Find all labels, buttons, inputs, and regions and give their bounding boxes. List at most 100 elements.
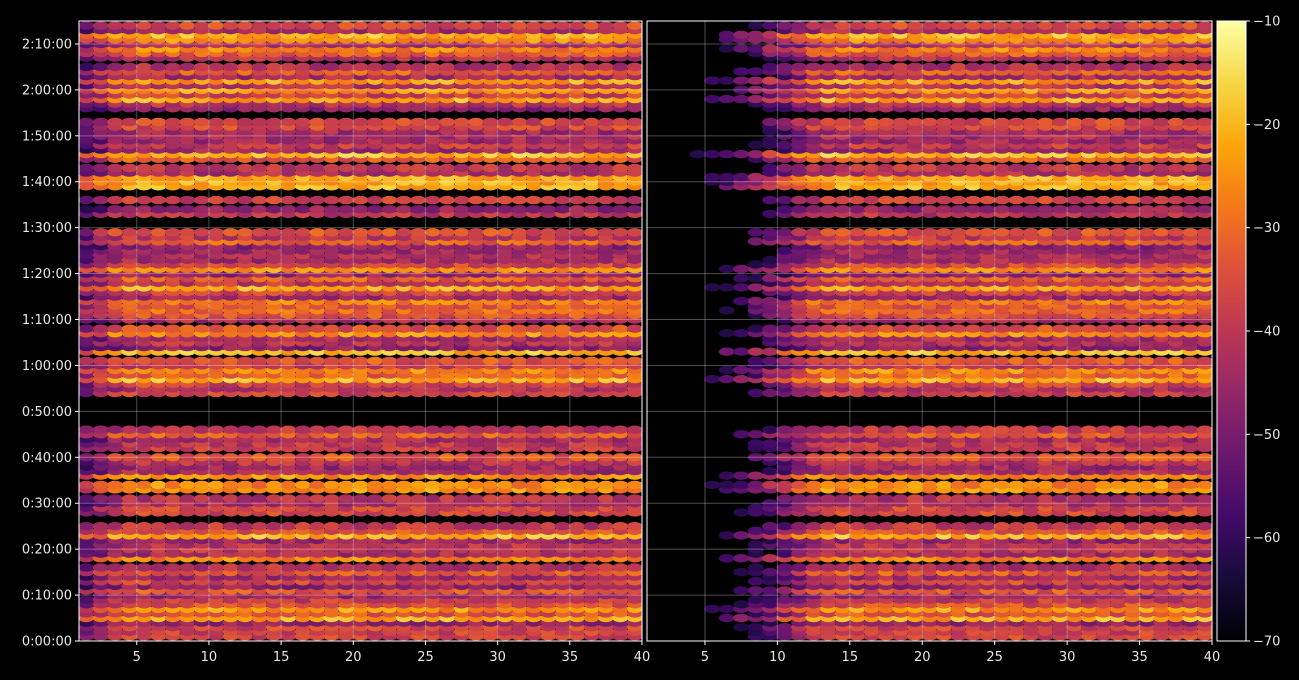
- heatmap-cell: [762, 586, 779, 595]
- heatmap-cell: [338, 480, 354, 490]
- heatmap-cell: [554, 480, 571, 490]
- heatmap-cell: [540, 425, 557, 434]
- heatmap-cell: [150, 228, 167, 237]
- heatmap-cell: [280, 117, 297, 127]
- heatmap-cell: [121, 494, 138, 503]
- heatmap-cell: [554, 163, 571, 173]
- heatmap-cell: [598, 522, 614, 531]
- heatmap-cell: [338, 205, 354, 214]
- heatmap-cell: [266, 117, 282, 127]
- heatmap-cell: [540, 163, 557, 173]
- heatmap-cell: [79, 195, 95, 205]
- heatmap-cell: [251, 494, 268, 503]
- heatmap-cell: [554, 205, 571, 214]
- heatmap-cell: [309, 356, 326, 366]
- heatmap-cell: [554, 453, 571, 462]
- heatmap-cell: [208, 522, 225, 531]
- heatmap-cell: [251, 480, 268, 490]
- heatmap-cell: [569, 62, 585, 72]
- heatmap-cell: [554, 563, 571, 572]
- heatmap-cell: [309, 522, 326, 531]
- heatmap-cell: [497, 563, 513, 572]
- heatmap-cell: [107, 205, 123, 214]
- heatmap-cell: [626, 163, 642, 173]
- heatmap-cell: [583, 494, 600, 503]
- heatmap-cell: [92, 356, 109, 366]
- heatmap-cell: [222, 205, 239, 214]
- heatmap-cell: [439, 228, 455, 237]
- heatmap-cell: [367, 425, 383, 434]
- x-tick-label: 35: [562, 650, 579, 665]
- heatmap-cell: [554, 522, 571, 531]
- heatmap-cell: [718, 604, 735, 614]
- heatmap-cell: [352, 494, 369, 503]
- heatmap-cell: [598, 480, 614, 490]
- heatmap-cell: [410, 205, 427, 214]
- heatmap-cell: [222, 425, 239, 434]
- heatmap-cell: [410, 117, 427, 127]
- x-tick-label: 5: [133, 650, 141, 665]
- heatmap-cell: [164, 324, 181, 333]
- heatmap-cell: [583, 453, 600, 462]
- heatmap-cell: [294, 480, 311, 490]
- heatmap-cell: [410, 425, 427, 434]
- heatmap-cell: [511, 563, 528, 572]
- heatmap-cell: [266, 62, 282, 72]
- heatmap-cell: [482, 563, 499, 572]
- heatmap-cell: [208, 356, 225, 366]
- heatmap-cell: [583, 356, 600, 366]
- heatmap-cell: [1008, 563, 1025, 572]
- heatmap-cell: [338, 453, 354, 462]
- heatmap-cell: [367, 563, 383, 572]
- heatmap-cell: [136, 563, 152, 572]
- heatmap-cell: [294, 324, 311, 333]
- heatmap-cell: [497, 480, 513, 490]
- heatmap-cell: [92, 453, 109, 462]
- heatmap-cell: [439, 425, 455, 434]
- heatmap-cell: [598, 205, 614, 214]
- heatmap-cell: [367, 356, 383, 366]
- heatmap-cell: [179, 205, 196, 214]
- heatmap-cell: [612, 228, 629, 237]
- heatmap-cell: [525, 425, 542, 434]
- heatmap-cell: [1022, 563, 1039, 572]
- heatmap-cell: [468, 453, 484, 462]
- heatmap-cell: [251, 522, 268, 531]
- heatmap-cell: [482, 494, 499, 503]
- heatmap-cell: [612, 117, 629, 127]
- heatmap-cell: [381, 62, 398, 72]
- heatmap-cell: [762, 567, 779, 577]
- heatmap-cell: [381, 356, 398, 366]
- heatmap-cell: [626, 21, 642, 30]
- heatmap-cell: [424, 480, 441, 490]
- heatmap-cell: [323, 195, 340, 205]
- heatmap-cell: [381, 228, 398, 237]
- heatmap-cell: [626, 480, 642, 490]
- heatmap-cell: [626, 356, 642, 366]
- heatmap-cell: [718, 531, 735, 540]
- heatmap-cell: [121, 453, 138, 462]
- heatmap-cell: [569, 163, 585, 173]
- heatmap-cell: [136, 205, 152, 214]
- heatmap-cell: [294, 453, 311, 462]
- heatmap-cell: [136, 356, 152, 366]
- heatmap-cell: [150, 205, 167, 214]
- heatmap-cell: [121, 205, 138, 214]
- heatmap-cell: [338, 228, 354, 237]
- heatmap-cell: [79, 563, 95, 572]
- heatmap-cell: [482, 425, 499, 434]
- heatmap-cell: [540, 480, 557, 490]
- heatmap-cell: [92, 163, 109, 173]
- heatmap-cell: [222, 228, 239, 237]
- heatmap-cell: [482, 228, 499, 237]
- heatmap-cell: [381, 480, 398, 490]
- heatmap-cell: [497, 62, 513, 72]
- heatmap-cell: [583, 62, 600, 72]
- heatmap-cell: [410, 563, 427, 572]
- heatmap-cell: [107, 453, 123, 462]
- heatmap-cell: [482, 163, 499, 173]
- heatmap-cell: [179, 324, 196, 333]
- heatmap-cell: [583, 563, 600, 572]
- heatmap-cell: [251, 62, 268, 72]
- heatmap-cell: [222, 494, 239, 503]
